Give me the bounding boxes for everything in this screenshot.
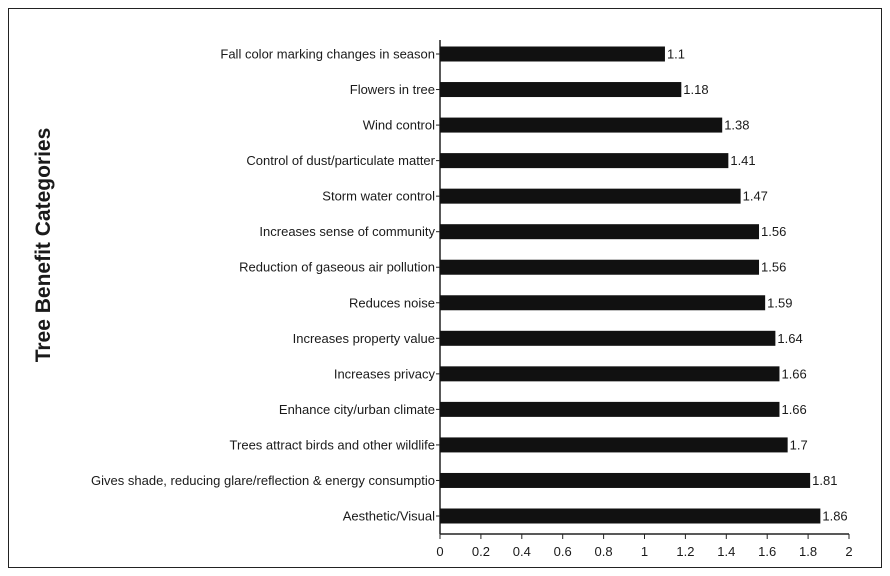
bar [440,508,821,524]
category-label: Wind control [363,118,435,133]
x-tick-label: 0.4 [513,544,531,559]
category-label: Increases property value [293,331,435,346]
x-tick-label: 0.2 [472,544,490,559]
category-labels: Fall color marking changes in season Flow… [91,47,436,524]
bar [440,330,776,346]
category-label: Flowers in tree [350,82,435,97]
x-axis-ticks: 0 0.2 0.4 0.6 0.8 1 1.2 1.4 1.6 1.8 2 [436,544,852,559]
bar [440,188,741,204]
x-tick-label: 1 [641,544,648,559]
category-label: Reduction of gaseous air pollution [239,260,435,275]
x-tick-label: 1.6 [758,544,776,559]
value-label: 1.38 [724,118,749,133]
value-label: 1.81 [812,473,837,488]
value-label: 1.1 [667,47,685,62]
bar [440,472,811,488]
x-tick-label: 0.6 [554,544,572,559]
x-tick-label: 0.8 [595,544,613,559]
category-label: Increases privacy [334,366,436,381]
x-tick-label: 1.8 [799,544,817,559]
value-label: 1.41 [730,153,755,168]
category-label: Aesthetic/Visual [343,509,435,524]
bar [440,224,760,240]
x-tick-label: 0 [436,544,443,559]
x-tick-label: 1.4 [717,544,735,559]
bar [440,259,760,275]
bar [440,117,723,133]
value-label: 1.18 [683,82,708,97]
value-label: 1.66 [781,366,806,381]
value-label: 1.7 [790,437,808,452]
value-label: 1.56 [761,224,786,239]
bar [440,366,780,382]
category-label: Reduces noise [349,295,435,310]
category-label: Enhance city/urban climate [279,402,435,417]
bar [440,295,766,311]
value-label: 1.64 [777,331,802,346]
bar [440,153,729,169]
value-label: 1.59 [767,295,792,310]
category-label: Fall color marking changes in season [220,47,435,62]
bar [440,437,788,453]
value-labels: 1.1 1.18 1.38 1.41 1.47 1.56 1.56 1.59 1.64 1.66 1… [667,47,848,524]
category-label: Storm water control [322,189,435,204]
category-label: Gives shade, reducing glare/reflection &… [91,473,435,488]
axes [436,40,850,539]
x-tick-label: 1.2 [676,544,694,559]
category-label: Increases sense of community [259,224,435,239]
value-label: 1.86 [822,509,847,524]
value-label: 1.66 [781,402,806,417]
category-label: Control of dust/particulate matter [246,153,435,168]
value-label: 1.56 [761,260,786,275]
bar [440,82,682,98]
x-tick-label: 2 [845,544,852,559]
value-label: 1.47 [743,189,768,204]
bar [440,401,780,417]
y-axis-label: Tree Benefit Categories [32,128,55,363]
bar [440,46,665,62]
category-label: Trees attract birds and other wildlife [230,437,435,452]
bars [440,46,821,524]
